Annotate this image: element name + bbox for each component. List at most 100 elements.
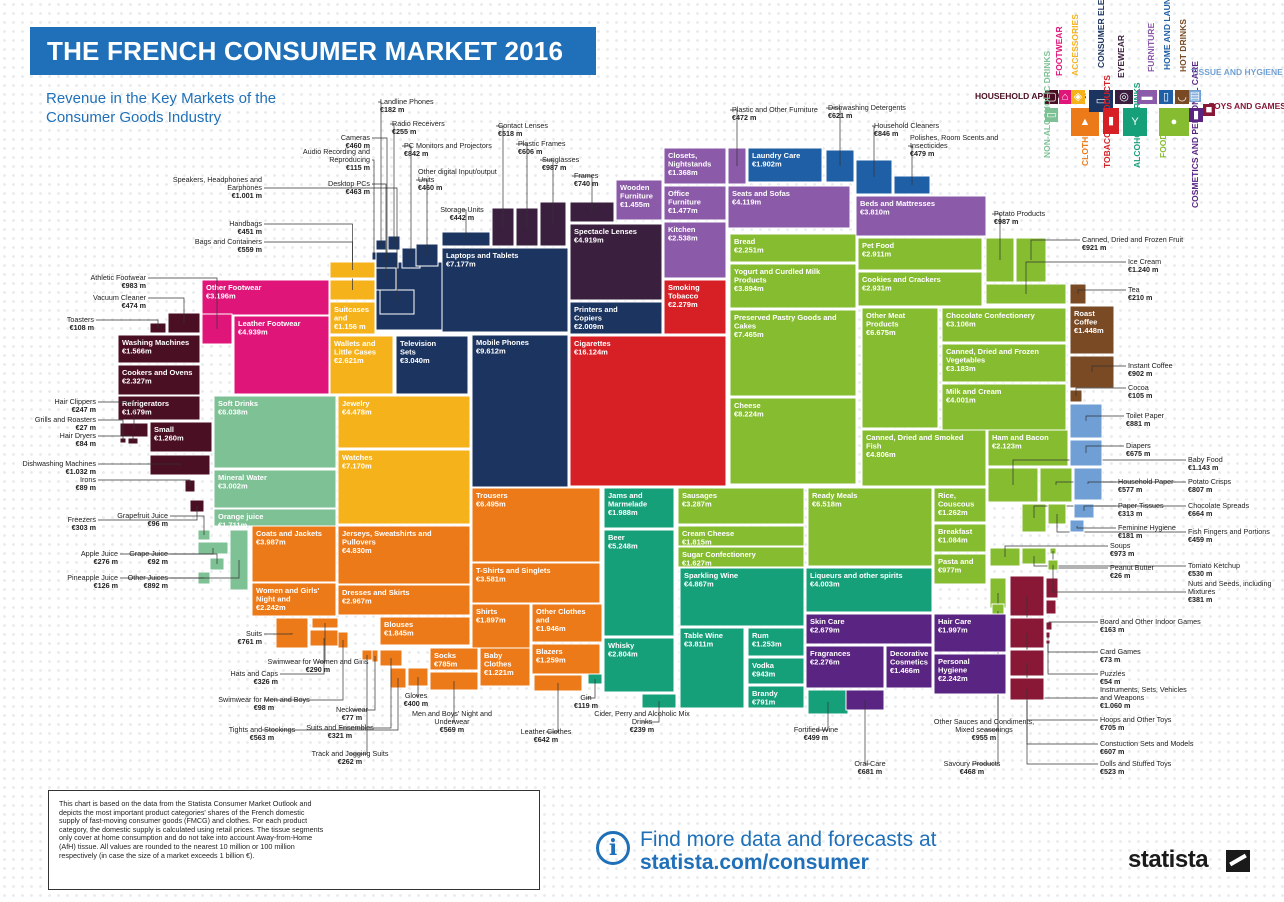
treemap-label-bread: Bread €2.251m [734, 237, 764, 255]
treemap-callout-freezers: Freezers €303 m [68, 515, 97, 532]
treemap-leader-other-digital-input-output-units [416, 179, 428, 255]
treemap-label-pasta-and-noodles: Pasta and €977m [938, 557, 974, 575]
treemap-filler-tile [1045, 577, 1059, 599]
lipstick-icon: ▮ [1189, 108, 1203, 122]
treemap-leader-chocolate-spreads [1033, 505, 1186, 518]
treemap-label-roast-coffee: Roast Coffee €1.448m [1074, 309, 1104, 335]
treemap-tile-rice-couscous-and-bulgur [933, 487, 987, 523]
find-more-data-link[interactable]: i Find more data and forecasts at statis… [596, 828, 1016, 878]
methodology-note-text: This chart is based on the data from the… [59, 799, 324, 860]
treemap-label-shirts: Shirts €1.897m [476, 607, 506, 625]
treemap-tile-canned-dried-and-smoked-fish [861, 429, 987, 487]
treemap-callout-vacuum-cleaner: Vacuum Cleaner €474 m [93, 293, 147, 310]
treemap-label-trousers: Trousers €6.495m [476, 491, 508, 509]
treemap-leader-potato-products [992, 213, 1001, 260]
treemap-tile-refrigerators [117, 395, 201, 421]
page-title: THE FRENCH CONSUMER MARKET 2016 [47, 36, 564, 66]
treemap-label-smoking-tobacco: Smoking Tobacco €2.279m [668, 283, 700, 309]
treemap-label-suitcases-and-briefcases: Suitcases and €1.156 m [334, 305, 369, 331]
treemap-tile-liqueurs-and-other-spirits [805, 567, 933, 613]
treemap-callout-suits: Suits €761 m [238, 629, 263, 646]
bottle-icon: ▭ [1045, 108, 1058, 122]
treemap-tile-canned-dried-and-frozen-vegetables [941, 343, 1067, 383]
treemap-label-sparkling-wine: Sparkling Wine €4.867m [684, 571, 738, 589]
treemap-callout-chocolate-spreads: Chocolate Spreads €664 m [1188, 501, 1250, 518]
treemap-callout-athletic-footwear: Athletic Footwear €983 m [90, 273, 146, 290]
treemap-callout-fish-fingers-and-portions: Fish Fingers and Portions €459 m [1188, 527, 1270, 544]
treemap-tile-printers-and-copiers [569, 301, 663, 335]
treemap-label-socks: Socks €785m [434, 651, 458, 669]
treemap-callout-dishwashing-machines: Dishwashing Machines €1.032 m [22, 459, 96, 476]
treemap-callout-grills-and-roasters: Grills and Roasters €27 m [35, 415, 97, 432]
treemap-label-blouses: Blouses €1.845m [384, 620, 414, 638]
legend-label-non-alcoholic: NON-ALCOHOLIC DRINKS [1042, 50, 1052, 158]
treemap-leader-dishwashing-machines [98, 463, 181, 465]
treemap-leader-plastic-and-other-furniture [730, 109, 738, 166]
legend-label-cosmetics: COSMETICS AND PERSONAL CARE [1190, 61, 1200, 208]
handbag-icon: ◈ [1071, 90, 1085, 104]
treemap-callout-canned-dried-and-frozen-fruit: Canned, Dried and Frozen Fruit €921 m [1082, 235, 1183, 252]
treemap-leader-hair-clippers [98, 401, 135, 430]
treemap-leader-pc-monitors-and-projectors [402, 145, 412, 258]
treemap-callout-ice-cream: Ice Cream €1.240 m [1128, 257, 1161, 274]
treemap-tile-mobile-phones [471, 334, 569, 488]
treemap-callout-dolls-and-stuffed-toys: Dolls and Stuffed Toys €523 m [1100, 759, 1172, 776]
treemap-leader-track-and-jogging-suits [350, 655, 368, 755]
treemap-tile-cookers-and-ovens [117, 364, 201, 396]
treemap-label-baby-clothes: Baby Clothes €1.221m [484, 651, 514, 677]
treemap-label-vodka: Vodka €943m [752, 661, 776, 679]
legend-label-accessories: ACCESSORIES [1070, 14, 1080, 76]
treemap-tile-pet-food [857, 237, 983, 271]
treemap-leader-fish-fingers-and-portions [1056, 514, 1186, 533]
treemap-callout-gin: Gin €119 m [574, 693, 598, 710]
treemap-tile-table-wine [679, 627, 745, 709]
treemap-leader-paper-tissues [1083, 505, 1116, 511]
treemap-label-laptops-and-tablets: Laptops and Tablets €7.177m [446, 251, 518, 269]
treemap-tile-cream-cheese [677, 525, 805, 547]
treemap-callout-household-cleaners: Household Cleaners €846 m [874, 121, 940, 138]
treemap-tile-trousers [471, 487, 601, 563]
treemap-tile-kitchen [663, 221, 727, 279]
treemap-callout-pineapple-juice: Pineapple Juice €126 m [67, 573, 118, 590]
treemap-callout-tights-and-stockings: Tights and Stockings €563 m [229, 725, 296, 742]
treemap-leader-puzzles [1047, 642, 1098, 675]
treemap-label-cheese: Cheese €8.224m [734, 401, 764, 419]
treemap-tile-wooden-furniture [615, 179, 663, 221]
methodology-note: This chart is based on the data from the… [48, 790, 540, 890]
treemap-callout-bags-and-containers: Bags and Containers €559 m [195, 237, 263, 254]
cta-url[interactable]: statista.com/consumer [640, 851, 869, 874]
treemap-label-soft-drinks: Soft Drinks €6.038m [218, 399, 258, 417]
treemap-tile-coats-and-jackets [251, 525, 337, 583]
treemap-callout-household-paper: Household Paper €577 m [1118, 477, 1174, 494]
treemap-tile-decorative-cosmetics [885, 645, 933, 689]
treemap-callout-swimwear-for-men-and-boys: Swimwear for Men and Boys €98 m [218, 695, 310, 712]
treemap-label-blazers: Blazers €1.259m [536, 647, 566, 665]
page-subtitle: Revenue in the Key Markets of the Consum… [46, 90, 277, 126]
treemap-label-rum: Rum €1.253m [752, 631, 782, 649]
treemap-callout-speakers-headphones-and-earphones: Speakers, Headphones and Earphones €1.001 … [173, 175, 263, 200]
treemap-tile-shirts [471, 603, 531, 649]
treemap-leader-baby-food [1012, 459, 1186, 485]
treemap-callout-board-and-other-indoor-games: Board and Other Indoor Games €163 m [1100, 617, 1201, 634]
treemap-tile-small-kitchen-appliances [149, 421, 213, 453]
treemap-leader-plastic-frames [516, 143, 528, 227]
treemap-label-other-meat-products: Other Meat Products €6.675m [866, 311, 906, 337]
treemap-leader-landline-phones [378, 101, 382, 245]
treemap-label-jewelry: Jewelry €4.478m [342, 399, 372, 417]
treemap-leader-household-paper [1087, 481, 1116, 484]
treemap-callout-pc-monitors-and-projectors: PC Monitors and Projectors €842 m [404, 141, 492, 158]
treemap-tile-cigarettes [569, 335, 727, 487]
treemap-leader-frames [572, 175, 593, 212]
treemap-callout-other-juices: Other Juices €892 m [128, 573, 169, 590]
treemap-callout-track-and-jogging-suits: Track and Jogging Suits €262 m [312, 749, 389, 766]
legend-label-tissue: TISSUE AND HYGIENE [1191, 67, 1283, 77]
treemap-tile-office-furniture [663, 185, 727, 221]
treemap-tile-beds-and-mattresses [855, 195, 987, 237]
treemap-label-personal-hygiene: Personal Hygiene €2.242m [938, 657, 970, 683]
treemap-callout-grapefruit-juice: Grapefruit Juice €96 m [117, 511, 168, 528]
treemap-tile-watches [337, 449, 471, 525]
treemap-leader-men-and-boys-night-and-underwear [452, 681, 455, 723]
treemap-callout-hats-and-caps: Hats and Caps €326 m [230, 669, 278, 686]
treemap-callout-grape-juice: Grape Juice €92 m [129, 549, 168, 566]
treemap-label-breakfast-cereals: Breakfast €1.084m [938, 527, 973, 545]
